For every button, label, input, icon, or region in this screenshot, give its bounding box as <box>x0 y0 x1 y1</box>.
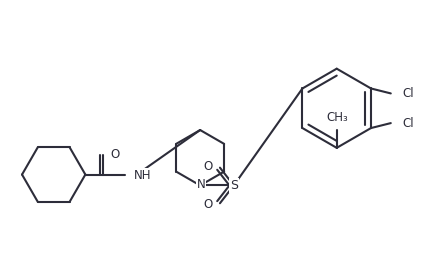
Text: O: O <box>110 148 119 161</box>
Text: Cl: Cl <box>403 117 414 130</box>
Text: NH: NH <box>134 169 151 182</box>
Text: O: O <box>204 198 213 211</box>
Text: CH₃: CH₃ <box>327 111 349 124</box>
Text: Cl: Cl <box>403 87 414 100</box>
Text: O: O <box>204 160 213 173</box>
Text: N: N <box>197 178 205 191</box>
Text: S: S <box>230 179 238 192</box>
